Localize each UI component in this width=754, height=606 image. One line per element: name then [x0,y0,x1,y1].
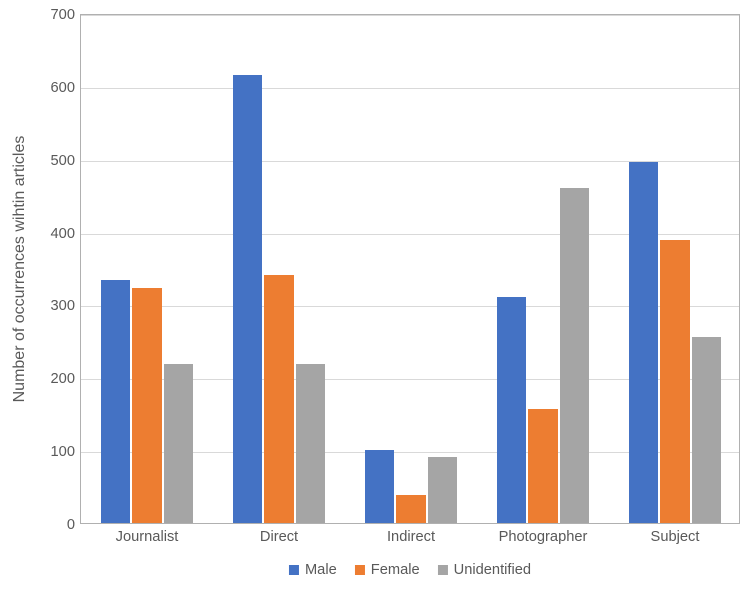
legend-label: Female [371,562,420,578]
chart-bar [560,188,589,523]
legend-item: Male [289,562,337,578]
chart-bar [101,280,130,523]
x-axis-tick-label: Indirect [387,523,435,545]
chart-legend: Male Female Unidentified [289,562,531,578]
x-axis-tick-label: Photographer [499,523,588,545]
chart-bar [692,337,721,523]
y-axis-tick-label: 100 [51,444,81,460]
chart-gridline [81,15,739,16]
chart-plot-area: 0100200300400500600700JournalistDirectIn… [80,14,740,524]
y-axis-tick-label: 400 [51,226,81,242]
chart-bar [233,75,262,523]
chart-bar [528,409,557,523]
y-axis-tick-label: 200 [51,371,81,387]
chart-bar [428,457,457,523]
y-axis-tick-label: 300 [51,298,81,314]
x-axis-tick-label: Subject [651,523,700,545]
legend-label: Unidentified [454,562,531,578]
chart-bar [660,240,689,523]
chart-bar [365,450,394,523]
legend-item: Female [355,562,420,578]
legend-label: Male [305,562,337,578]
chart-bar [132,288,161,523]
y-axis-tick-label: 0 [67,517,81,533]
legend-swatch [438,565,448,575]
chart-bar [264,275,293,523]
y-axis-tick-label: 600 [51,80,81,96]
chart-bar [164,364,193,523]
legend-item: Unidentified [438,562,531,578]
chart-bar [296,364,325,523]
occurrences-bar-chart: 0 100 200 300 400 500 600 700 Journalist Direct In… [0,0,754,606]
chart-bar [497,297,526,523]
x-axis-tick-label: Direct [260,523,298,545]
x-axis-tick-label: Journalist [116,523,179,545]
y-axis-tick-label: 500 [51,153,81,169]
legend-swatch [355,565,365,575]
y-axis-tick-label: 700 [51,7,81,23]
legend-swatch [289,565,299,575]
chart-gridline [81,88,739,89]
chart-bar [629,162,658,523]
y-axis-title: Number of occurrences wihtin articles [11,136,29,403]
chart-bar [396,495,425,523]
